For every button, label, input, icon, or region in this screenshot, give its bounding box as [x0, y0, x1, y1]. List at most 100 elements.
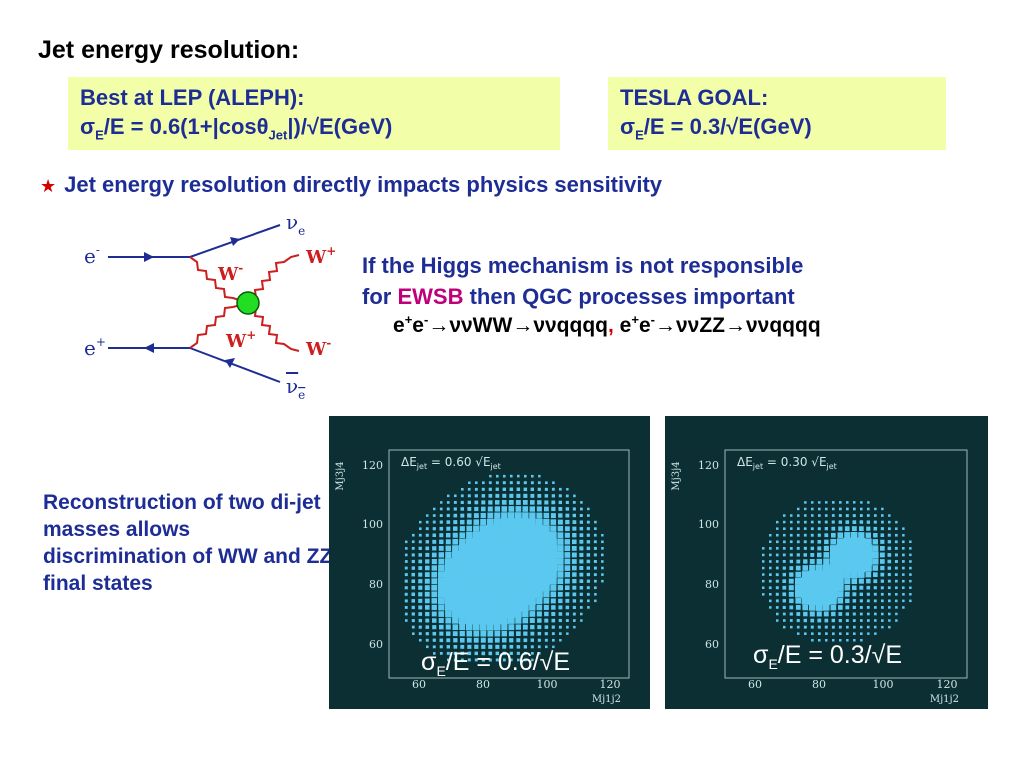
scatter-bin [453, 513, 458, 518]
scatter-bin [506, 589, 517, 599]
scatter-bin [811, 639, 814, 642]
scatter-bin [874, 619, 877, 622]
scatter-bin [859, 514, 863, 517]
scatter-bin [520, 569, 531, 580]
scatter-bin [888, 599, 891, 603]
scatter-bin [544, 611, 549, 617]
scatter-bin [551, 618, 556, 623]
scatter-bin [817, 540, 822, 544]
scatter-bin [580, 501, 583, 504]
scatter-bin [895, 593, 898, 596]
scatter-bin [789, 540, 793, 544]
scatter-bin [579, 552, 584, 557]
scatter-bin [537, 638, 541, 642]
scatter-bin [873, 586, 877, 590]
scatter-bin [537, 618, 542, 623]
scatter-bin [803, 618, 807, 623]
scatter-bin [509, 487, 514, 491]
scatter-bin [550, 584, 557, 591]
scatter-bin [478, 583, 489, 593]
scatter-bin [488, 487, 492, 491]
scatter-bin [488, 500, 493, 505]
scatter-bin [849, 543, 860, 554]
scatter-bin [881, 599, 884, 603]
scatter-bin [520, 556, 531, 567]
scatter-bin [481, 644, 486, 649]
scatter-bin [513, 583, 524, 593]
scatter-bin [782, 566, 786, 570]
scatter-bin [808, 596, 817, 605]
scatter-bin [451, 603, 460, 612]
scatter-bin [446, 526, 451, 531]
scatter-bin [529, 618, 535, 623]
scatter-bin [451, 551, 459, 559]
scatter-bin [853, 632, 856, 635]
scatter-bin [572, 605, 576, 609]
scatter-bin [530, 500, 535, 505]
scatter-bin [860, 632, 863, 635]
scatter-bin [499, 583, 510, 593]
scatter-bin [466, 637, 472, 643]
scatter-bin [821, 576, 831, 586]
scatter-bin [860, 507, 863, 511]
scatter-bin [478, 589, 489, 599]
scatter-bin [586, 579, 590, 583]
scatter-bin [550, 513, 556, 519]
scatter-bin [902, 553, 905, 557]
scatter-bin [404, 612, 408, 616]
scatter-bin [844, 526, 850, 531]
scatter-bin [550, 591, 557, 598]
scatter-bin [558, 500, 562, 505]
scatter-bin [825, 632, 828, 635]
scatter-bin [579, 526, 584, 531]
scatter-bin [888, 612, 891, 616]
scatter-bin [506, 569, 517, 580]
scatter-bin [853, 639, 856, 642]
scatter-bin [579, 546, 584, 551]
scatter-bin [838, 625, 842, 629]
scatter-bin [844, 585, 851, 591]
scatter-bin [501, 512, 508, 519]
scatter-bin [880, 559, 885, 564]
scatter-bin [531, 474, 534, 478]
scatter-bin [492, 583, 503, 593]
scatter-bin [850, 571, 858, 579]
scatter-bin [558, 513, 563, 518]
scatter-bin [775, 579, 779, 583]
scatter-bin [579, 559, 584, 564]
scatter-bin [502, 644, 507, 649]
scatter-bin [472, 537, 481, 546]
scatter-bin [881, 514, 884, 517]
scatter-bin [521, 596, 530, 605]
scatter-bin [404, 553, 408, 557]
scatter-bin [464, 596, 474, 606]
scatter-bin [762, 547, 765, 550]
scatter-bin [411, 599, 415, 603]
scatter-bin [467, 513, 472, 518]
scatter-bin [520, 583, 530, 593]
scatter-bin [485, 537, 495, 547]
y-tick-label: 60 [705, 638, 719, 651]
scatter-bin [452, 532, 458, 538]
scatter-bin [810, 540, 814, 544]
scatter-bin [501, 624, 508, 631]
scatter-bin [506, 563, 517, 573]
mass-scatter-plot-right: ΔEjet = 0.30 √Ejet Mj3j4 Mj1j2 60 80 100… [665, 416, 988, 709]
scatter-bin [405, 547, 408, 550]
scatter-bin [769, 540, 772, 543]
scatter-bin [881, 520, 884, 524]
scatter-bin [521, 524, 530, 533]
scatter-bin [860, 639, 863, 642]
scatter-bin [536, 512, 543, 519]
scatter-bin [586, 586, 590, 590]
scatter-bin [881, 625, 884, 629]
scatter-bin [492, 602, 502, 613]
scatter-bin [572, 612, 576, 616]
scatter-bin [446, 513, 450, 518]
scatter-bin [867, 632, 870, 635]
scatter-bin [783, 527, 786, 530]
scatter-bin [852, 585, 857, 591]
scatter-bin [593, 553, 597, 557]
scatter-bin [839, 632, 842, 635]
scatter-bin [520, 550, 531, 560]
